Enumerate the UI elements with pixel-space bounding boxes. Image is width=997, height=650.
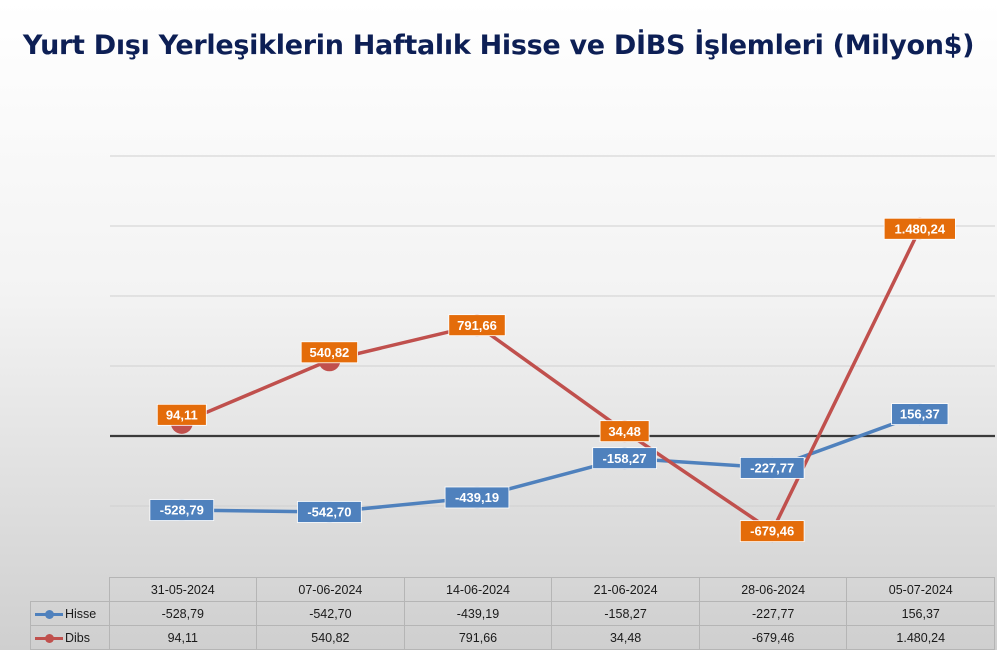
table-header-cell: 28-06-2024 <box>698 577 848 602</box>
table-cell: -227,77 <box>698 601 848 626</box>
table-row: Dibs 94,11 540,82 791,66 34,48 -679,46 1.480,2… <box>30 625 996 650</box>
data-label-text: -528,79 <box>160 503 204 518</box>
data-label-dibs: 34,48 <box>599 420 650 443</box>
table-cell: -679,46 <box>698 625 848 650</box>
data-label-dibs: 791,66 <box>448 314 506 337</box>
data-label-text: -439,19 <box>455 490 499 505</box>
data-label-text: 1.480,24 <box>894 221 945 236</box>
chart-title: Yurt Dışı Yerleşiklerin Haftalık Hisse v… <box>22 30 975 61</box>
legend-label: Dibs <box>65 630 91 645</box>
legend-key-hisse: Hisse <box>30 601 110 626</box>
data-label-text: -679,46 <box>750 524 794 539</box>
data-label-dibs: 94,11 <box>156 403 207 426</box>
data-label-hisse: -158,27 <box>592 447 657 470</box>
data-label-dibs: -679,46 <box>739 520 805 543</box>
table-cell: -528,79 <box>108 601 258 626</box>
data-label-text: 34,48 <box>608 424 641 439</box>
data-label-text: 540,82 <box>310 345 350 360</box>
data-label-hisse: -439,19 <box>444 486 510 509</box>
legend-swatch <box>35 609 63 619</box>
table-row: Hisse -528,79 -542,70 -439,19 -158,27 -227,77… <box>30 601 996 626</box>
series-line-hisse <box>181 412 921 514</box>
data-label-text: -227,77 <box>750 460 794 475</box>
data-label-dibs: 540,82 <box>300 341 359 364</box>
data-label-text: 94,11 <box>166 407 198 422</box>
data-table-corner <box>30 577 110 602</box>
data-label-hisse: -542,70 <box>297 501 362 523</box>
table-cell: 156,37 <box>846 601 996 626</box>
data-label-hisse: 156,37 <box>891 403 949 426</box>
data-label-hisse: -227,77 <box>739 456 805 479</box>
table-header-cell: 14-06-2024 <box>403 577 553 602</box>
legend-swatch <box>35 633 63 643</box>
legend-label: Hisse <box>65 606 97 621</box>
table-cell: 34,48 <box>551 625 700 650</box>
table-header-cell: 05-07-2024 <box>846 577 996 602</box>
table-cell: 94,11 <box>108 625 258 650</box>
data-table-header: 31-05-2024 07-06-2024 14-06-2024 21-06-2024… <box>30 577 996 602</box>
table-cell: 1.480,24 <box>846 625 996 650</box>
table-cell: 791,66 <box>403 625 553 650</box>
table-header-cell: 07-06-2024 <box>256 577 405 602</box>
table-cell: -542,70 <box>256 601 405 626</box>
data-label-text: -158,27 <box>603 451 647 466</box>
data-label-text: 156,37 <box>900 407 940 422</box>
legend-key-dibs: Dibs <box>30 625 110 650</box>
data-label-text: -542,70 <box>307 505 351 520</box>
table-header-cell: 31-05-2024 <box>108 577 258 602</box>
data-label-dibs: 1.480,24 <box>883 217 956 240</box>
table-cell: -158,27 <box>551 601 700 626</box>
data-table: 31-05-2024 07-06-2024 14-06-2024 21-06-2024… <box>30 577 996 650</box>
series-line-dibs <box>181 227 922 533</box>
data-label-text: 791,66 <box>457 318 497 333</box>
table-header-cell: 21-06-2024 <box>551 577 700 602</box>
data-label-hisse: -528,79 <box>149 499 215 521</box>
table-cell: 540,82 <box>256 625 405 650</box>
table-cell: -439,19 <box>403 601 553 626</box>
